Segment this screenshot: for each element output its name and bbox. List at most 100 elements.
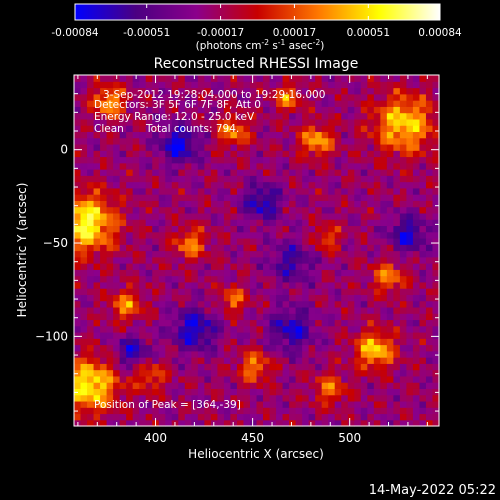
heatmap-cell: [399, 306, 408, 314]
heatmap-cell: [412, 244, 421, 252]
heatmap-cell: [217, 369, 225, 377]
heatmap-cell: [93, 407, 101, 415]
heatmap-cell: [282, 100, 290, 107]
heatmap-cell: [87, 300, 95, 308]
heatmap-cell: [276, 212, 284, 220]
heatmap-cell: [380, 106, 388, 114]
heatmap-cell: [295, 319, 303, 327]
heatmap-cell: [204, 350, 212, 358]
heatmap-cell: [178, 156, 186, 164]
heatmap-cell: [328, 394, 336, 402]
heatmap-cell: [347, 306, 355, 314]
heatmap-cell: [354, 300, 362, 308]
heatmap-cell: [230, 400, 238, 408]
heatmap-cell: [178, 175, 186, 183]
heatmap-cell: [223, 288, 232, 295]
heatmap-cell: [256, 175, 264, 183]
heatmap-cell: [223, 325, 232, 333]
heatmap-cell: [165, 338, 173, 346]
heatmap-cell: [302, 382, 310, 389]
heatmap-cell: [315, 369, 323, 377]
heatmap-cell: [106, 344, 114, 352]
heatmap-cell: [178, 275, 186, 283]
heatmap-cell: [236, 319, 245, 327]
heatmap-cell: [432, 344, 440, 352]
heatmap-cell: [87, 375, 95, 383]
heatmap-cell: [308, 93, 316, 101]
heatmap-cell: [197, 212, 205, 220]
heatmap-cell: [289, 225, 297, 233]
heatmap-cell: [256, 106, 264, 114]
heatmap-cell: [334, 200, 342, 208]
heatmap-cell: [217, 175, 225, 183]
heatmap-cell: [289, 143, 297, 151]
colorbar-tick-label: -0.00017: [197, 27, 244, 39]
heatmap-cell: [217, 344, 225, 352]
heatmap-cell: [347, 106, 355, 114]
heatmap-cell: [386, 75, 394, 82]
heatmap-cell: [197, 294, 205, 302]
heatmap-cell: [243, 331, 251, 339]
heatmap-cell: [210, 187, 218, 195]
heatmap-cell: [308, 256, 316, 264]
heatmap-cell: [276, 169, 284, 176]
heatmap-cell: [399, 143, 408, 151]
heatmap-cell: [145, 250, 153, 258]
heatmap-cell: [295, 169, 303, 176]
heatmap-cell: [386, 244, 394, 252]
heatmap-cell: [263, 331, 271, 339]
heatmap-cell: [184, 357, 192, 364]
heatmap-cell: [386, 350, 394, 358]
heatmap-cell: [321, 306, 329, 314]
heatmap-cell: [393, 325, 401, 333]
heatmap-cell: [145, 275, 153, 283]
heatmap-cell: [380, 225, 388, 233]
heatmap-cell: [93, 244, 101, 252]
heatmap-cell: [132, 400, 140, 408]
heatmap-cell: [295, 407, 303, 415]
heatmap-cell: [139, 156, 147, 164]
heatmap-cell: [191, 200, 199, 208]
heatmap-cell: [217, 206, 225, 214]
heatmap-cell: [341, 112, 349, 120]
heatmap-cell: [223, 237, 232, 245]
heatmap-cell: [132, 344, 140, 352]
heatmap-cell: [126, 400, 134, 408]
heatmap-cell: [119, 237, 127, 245]
heatmap-cell: [100, 306, 108, 314]
heatmap-cell: [373, 338, 381, 346]
heatmap-cell: [100, 413, 108, 421]
heatmap-cell: [315, 143, 323, 151]
heatmap-cell: [354, 206, 362, 214]
heatmap-cell: [399, 407, 408, 415]
heatmap-cell: [230, 231, 238, 239]
heatmap-cell: [289, 93, 297, 101]
heatmap-cell: [87, 250, 95, 258]
heatmap-cell: [432, 100, 440, 107]
heatmap-cell: [308, 112, 316, 120]
heatmap-cell: [230, 137, 238, 145]
heatmap-cell: [425, 143, 434, 151]
heatmap-cell: [178, 382, 186, 389]
heatmap-cell: [347, 87, 355, 95]
heatmap-cell: [197, 106, 205, 114]
heatmap-cell: [386, 407, 394, 415]
heatmap-cell: [236, 106, 245, 114]
heatmap-cell: [223, 250, 232, 258]
heatmap-cell: [204, 413, 212, 421]
chart-title: Reconstructed RHESSI Image: [154, 56, 359, 72]
heatmap-cell: [432, 87, 440, 95]
heatmap-cell: [367, 413, 375, 421]
heatmap-cell: [80, 231, 88, 239]
heatmap-cell: [282, 212, 290, 220]
heatmap-cell: [145, 212, 153, 220]
heatmap-cell: [210, 206, 218, 214]
heatmap-cell: [282, 87, 290, 95]
heatmap-cell: [191, 275, 199, 283]
heatmap-cell: [217, 81, 225, 89]
heatmap-cell: [354, 263, 362, 270]
heatmap-cell: [386, 413, 394, 421]
heatmap-cell: [256, 169, 264, 176]
heatmap-cell: [93, 382, 101, 389]
heatmap-cell: [412, 263, 421, 270]
